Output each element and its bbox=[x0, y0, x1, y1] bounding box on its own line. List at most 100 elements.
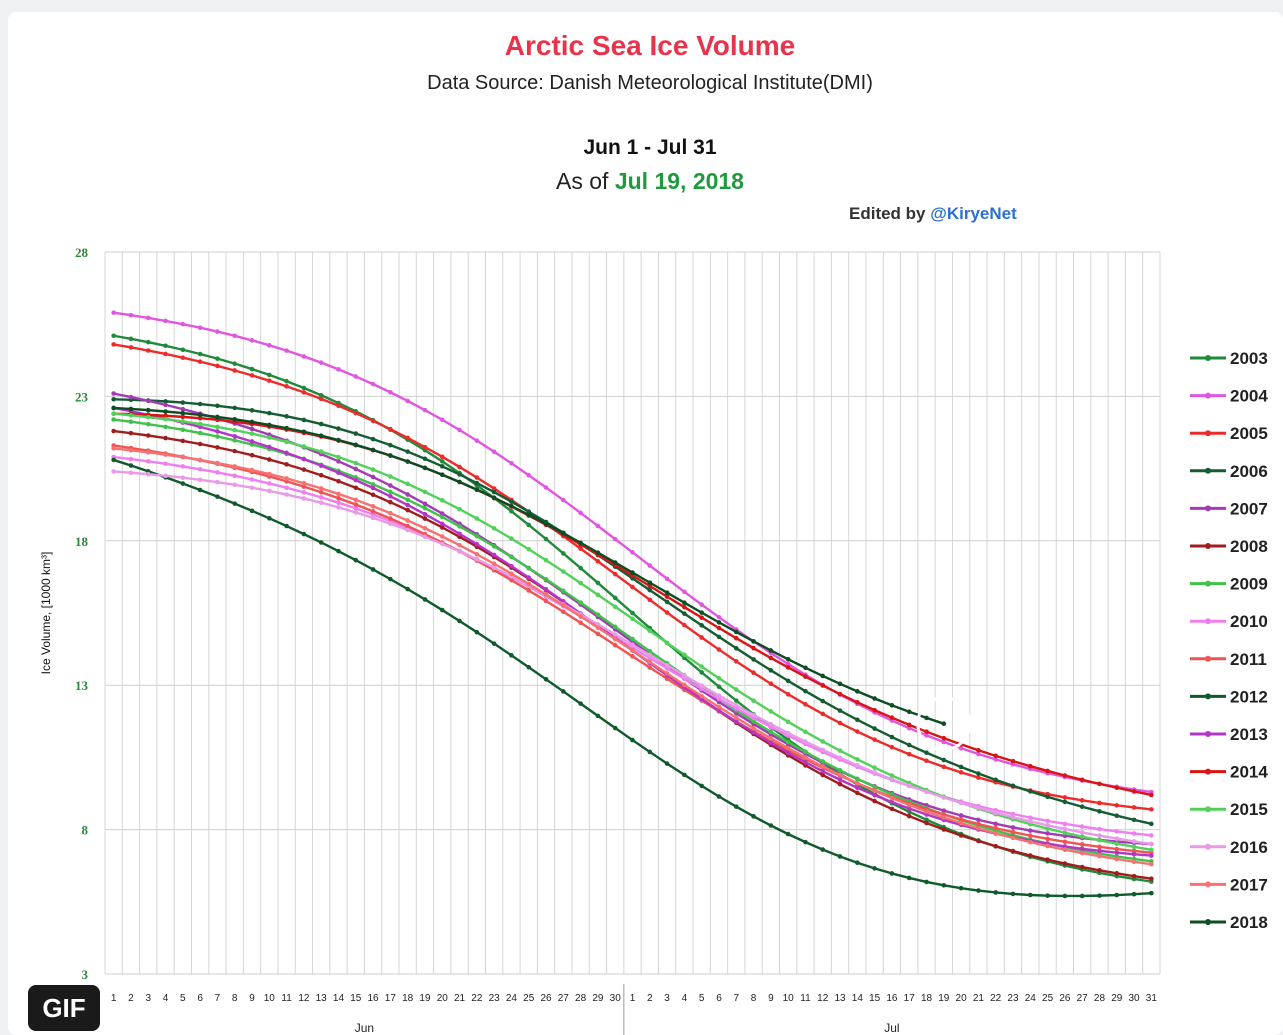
data-point-2009 bbox=[837, 768, 843, 773]
data-point-2012 bbox=[664, 761, 670, 766]
data-point-2006 bbox=[733, 645, 739, 651]
data-point-2008 bbox=[889, 806, 895, 812]
data-point-2016 bbox=[1114, 836, 1120, 841]
gif-badge[interactable]: GIF bbox=[28, 985, 100, 1031]
data-point-2013 bbox=[422, 511, 428, 517]
data-point-2009 bbox=[405, 497, 410, 503]
data-point-2018 bbox=[232, 417, 238, 422]
data-point-2003 bbox=[145, 339, 151, 345]
data-point-2016 bbox=[1027, 819, 1033, 824]
data-point-2018 bbox=[612, 560, 618, 565]
data-point-2017 bbox=[491, 561, 497, 567]
data-point-2009 bbox=[768, 729, 774, 735]
data-point-2018 bbox=[924, 715, 929, 721]
edited-by-handle[interactable]: @KiryeNet bbox=[930, 204, 1017, 223]
data-point-2010 bbox=[163, 461, 168, 467]
data-point-2006 bbox=[1097, 809, 1102, 814]
data-point-2013 bbox=[906, 806, 912, 811]
data-point-2005 bbox=[768, 681, 774, 687]
data-point-2016 bbox=[405, 527, 410, 533]
data-point-2016 bbox=[1097, 833, 1102, 838]
data-point-2017 bbox=[457, 542, 462, 548]
data-point-2015 bbox=[215, 424, 220, 430]
data-point-2009 bbox=[803, 749, 808, 755]
data-point-2009 bbox=[751, 718, 756, 724]
data-point-2009 bbox=[111, 417, 116, 422]
data-point-2004 bbox=[180, 321, 186, 327]
data-point-2014 bbox=[941, 735, 947, 741]
data-point-2014 bbox=[1114, 785, 1120, 791]
data-point-2011 bbox=[958, 817, 964, 822]
data-point-2009 bbox=[457, 524, 462, 529]
data-point-2006 bbox=[526, 509, 532, 514]
data-point-2009 bbox=[630, 636, 635, 642]
data-point-2018 bbox=[370, 447, 376, 453]
data-point-2005 bbox=[699, 635, 704, 640]
data-point-2003 bbox=[111, 333, 116, 339]
data-point-2016 bbox=[924, 789, 929, 795]
data-point-2008 bbox=[128, 430, 134, 436]
legend-label-2007: 2007 bbox=[1230, 499, 1268, 518]
data-point-2018 bbox=[872, 696, 877, 701]
data-point-2005 bbox=[388, 426, 393, 432]
data-point-2013 bbox=[837, 777, 843, 783]
data-point-2016 bbox=[388, 521, 393, 527]
data-point-2015 bbox=[509, 536, 514, 541]
x-tick-label: 21 bbox=[973, 993, 985, 1004]
data-point-2017 bbox=[612, 636, 618, 642]
legend-marker-2007 bbox=[1205, 505, 1211, 512]
data-point-2011 bbox=[612, 642, 618, 648]
data-point-2008 bbox=[180, 438, 186, 444]
x-tick-label: 25 bbox=[523, 993, 535, 1004]
data-point-2012 bbox=[509, 653, 514, 658]
data-point-2005 bbox=[439, 454, 445, 460]
data-point-2015 bbox=[612, 604, 618, 610]
data-point-2016 bbox=[1045, 823, 1050, 828]
date-range: Jun 1 - Jul 31 bbox=[583, 136, 717, 159]
data-point-2018 bbox=[439, 472, 445, 478]
data-point-2015 bbox=[422, 489, 428, 495]
data-point-2017 bbox=[474, 551, 480, 557]
data-point-2008 bbox=[1027, 853, 1033, 858]
data-point-2011 bbox=[1010, 829, 1016, 835]
data-point-2016 bbox=[1149, 841, 1154, 847]
data-point-2012 bbox=[855, 860, 860, 866]
data-point-2009 bbox=[215, 434, 220, 439]
data-point-2009 bbox=[145, 421, 151, 427]
data-point-2003 bbox=[128, 336, 134, 342]
data-point-2008 bbox=[820, 772, 826, 778]
data-point-2009 bbox=[370, 482, 376, 487]
data-point-2006 bbox=[1079, 804, 1085, 810]
data-point-2006 bbox=[422, 456, 428, 462]
data-point-2006 bbox=[318, 421, 324, 427]
data-point-2008 bbox=[993, 843, 998, 849]
data-point-2005 bbox=[889, 744, 895, 750]
legend-label-2011: 2011 bbox=[1230, 650, 1267, 669]
legend-marker-2009 bbox=[1205, 580, 1211, 587]
data-point-2017 bbox=[232, 464, 238, 469]
data-point-2009 bbox=[612, 624, 618, 630]
data-point-2018 bbox=[180, 410, 186, 416]
data-point-2012 bbox=[301, 531, 307, 537]
data-point-2010 bbox=[1131, 831, 1137, 836]
data-point-2006 bbox=[1027, 789, 1033, 794]
data-point-2015 bbox=[630, 616, 635, 622]
data-point-2017 bbox=[664, 671, 670, 676]
data-point-2006 bbox=[976, 771, 981, 776]
data-point-2015 bbox=[457, 506, 462, 512]
data-point-2014 bbox=[872, 707, 877, 713]
data-point-2005 bbox=[976, 775, 981, 780]
y-tick-label: 28 bbox=[75, 245, 89, 260]
data-point-2005 bbox=[630, 584, 635, 590]
data-point-2006 bbox=[457, 472, 462, 477]
data-point-2018 bbox=[336, 437, 341, 443]
data-point-2003 bbox=[716, 684, 722, 689]
data-point-2018 bbox=[768, 648, 774, 653]
data-point-2010 bbox=[1114, 829, 1120, 834]
chart-subtitle: Data Source: Danish Meteorological Insti… bbox=[427, 72, 873, 94]
data-point-2011 bbox=[993, 825, 998, 831]
data-point-2016 bbox=[249, 485, 255, 491]
data-point-2012 bbox=[388, 576, 393, 582]
x-tick-label: 12 bbox=[817, 993, 829, 1004]
